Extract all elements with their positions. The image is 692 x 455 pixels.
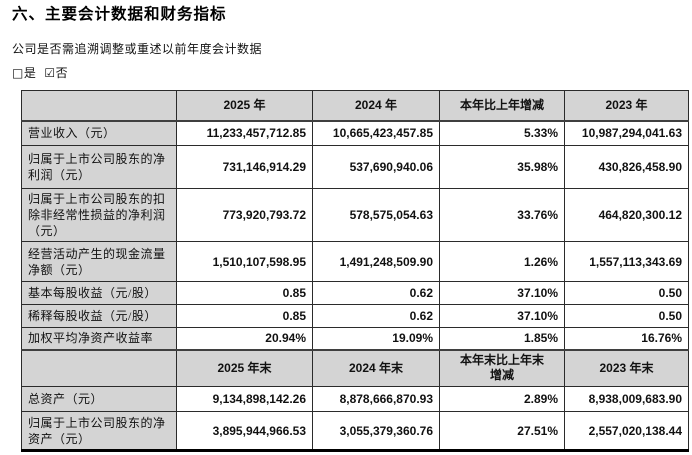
header-yoy-change-label: 本年比上年增减 <box>459 98 544 113</box>
basic-eps-change: 37.10% <box>439 281 565 305</box>
total-assets-change: 2.89% <box>439 386 565 412</box>
table-row-deducted-net-profit: 归属于上市公司股东的扣除非经常性损益的净利润（元） 773,920,793.72… <box>21 188 689 242</box>
basic-eps-2023: 0.50 <box>564 281 689 305</box>
net-profit-2024: 537,690,940.06 <box>312 145 440 189</box>
header-year-end-2025: 2025 年末 <box>176 349 313 387</box>
deducted-net-profit-change: 33.76% <box>439 188 565 242</box>
header-year-2023-label: 2023 年 <box>605 98 648 113</box>
weighted-avg-roe-change: 1.85% <box>439 327 565 351</box>
net-profit-2023: 430,826,458.90 <box>564 145 689 189</box>
table-row-operating-cash-flow: 经营活动产生的现金流量净额（元） 1,510,107,598.95 1,491,… <box>21 241 689 282</box>
revenue-2023: 10,987,294,041.63 <box>564 120 689 146</box>
row-label-diluted-eps: 稀释每股收益（元/股） <box>21 304 177 328</box>
restatement-question: 公司是否需追溯调整或重述以前年度会计数据 <box>12 42 263 56</box>
operating-cash-flow-2023: 1,557,113,343.69 <box>564 241 689 282</box>
header2-blank-cell <box>21 349 177 387</box>
row-label-revenue: 营业收入（元） <box>21 120 177 146</box>
net-profit-2025: 731,146,914.29 <box>176 145 313 189</box>
header-year-2023: 2023 年 <box>564 90 689 122</box>
table-row-diluted-eps: 稀释每股收益（元/股） 0.85 0.62 37.10% 0.50 <box>21 304 689 328</box>
row-label-weighted-avg-roe: 加权平均净资产收益率 <box>21 327 177 351</box>
header-year-2025: 2025 年 <box>176 90 313 122</box>
basic-eps-2025: 0.85 <box>176 281 313 305</box>
table-row-revenue: 营业收入（元） 11,233,457,712.85 10,665,423,457… <box>21 120 689 146</box>
total-assets-2025: 9,134,898,142.26 <box>176 386 313 412</box>
row-label-deducted-net-profit: 归属于上市公司股东的扣除非经常性损益的净利润（元） <box>21 188 177 242</box>
revenue-change: 5.33% <box>439 120 565 146</box>
header-year-2024: 2024 年 <box>312 90 440 122</box>
header-year-end-2023-label: 2023 年末 <box>599 361 654 376</box>
revenue-2025: 11,233,457,712.85 <box>176 120 313 146</box>
header-year-end-2024-label: 2024 年末 <box>348 361 404 376</box>
header-year-end-2024: 2024 年末 <box>312 349 440 387</box>
operating-cash-flow-change: 1.26% <box>439 241 565 282</box>
row-label-total-assets: 总资产（元） <box>21 386 177 412</box>
table-header-row-period-end: 2025 年末 2024 年末 本年末比上年末增减 2023 年末 <box>21 349 689 387</box>
diluted-eps-2024: 0.62 <box>312 304 440 328</box>
row-label-net-profit: 归属于上市公司股东的净利润（元） <box>21 145 177 189</box>
row-label-net-assets: 归属于上市公司股东的净资产（元） <box>21 411 177 452</box>
table-row-basic-eps: 基本每股收益（元/股） 0.85 0.62 37.10% 0.50 <box>21 281 689 305</box>
revenue-2024: 10,665,423,457.85 <box>312 120 440 146</box>
net-profit-change: 35.98% <box>439 145 565 189</box>
net-assets-2024: 3,055,379,360.76 <box>312 411 440 452</box>
header-blank-cell <box>21 90 177 122</box>
option-no-label: 否 <box>55 66 69 80</box>
section-title: 六、主要会计数据和财务指标 <box>12 6 227 23</box>
header-year-end-2023: 2023 年末 <box>564 349 689 387</box>
row-label-basic-eps: 基本每股收益（元/股） <box>21 281 177 305</box>
weighted-avg-roe-2024: 19.09% <box>312 327 440 351</box>
checkbox-checked-icon: ☑ <box>44 66 56 80</box>
net-assets-2023: 2,557,020,138.44 <box>564 411 689 452</box>
header-year-end-change: 本年末比上年末增减 <box>439 349 565 387</box>
table-row-weighted-avg-roe: 加权平均净资产收益率 20.94% 19.09% 1.85% 16.76% <box>21 327 689 351</box>
operating-cash-flow-2025: 1,510,107,598.95 <box>176 241 313 282</box>
financial-indicators-table: 2025 年 2024 年 本年比上年增减 2023 年 营业收入（元） 11,… <box>21 90 689 452</box>
header-year-2024-label: 2024 年 <box>354 98 398 113</box>
basic-eps-2024: 0.62 <box>312 281 440 305</box>
header-year-2025-label: 2025 年 <box>223 98 266 113</box>
diluted-eps-2023: 0.50 <box>564 304 689 328</box>
deducted-net-profit-2024: 578,575,054.63 <box>312 188 440 242</box>
diluted-eps-change: 37.10% <box>439 304 565 328</box>
table-header-row-annual: 2025 年 2024 年 本年比上年增减 2023 年 <box>21 90 689 122</box>
table-row-net-assets: 归属于上市公司股东的净资产（元） 3,895,944,966.53 3,055,… <box>21 411 689 452</box>
weighted-avg-roe-2023: 16.76% <box>564 327 689 351</box>
option-yes-label: 是 <box>23 66 37 80</box>
checkbox-unchecked-icon: □ <box>12 66 24 80</box>
table-row-total-assets: 总资产（元） 9,134,898,142.26 8,878,666,870.93… <box>21 386 689 412</box>
restatement-options: □是 ☑否 <box>12 65 692 81</box>
header-year-end-change-label: 本年末比上年末增减 <box>459 353 544 383</box>
operating-cash-flow-2024: 1,491,248,509.90 <box>312 241 440 282</box>
net-assets-change: 27.51% <box>439 411 565 452</box>
deducted-net-profit-2025: 773,920,793.72 <box>176 188 313 242</box>
weighted-avg-roe-2025: 20.94% <box>176 327 313 351</box>
net-assets-2025: 3,895,944,966.53 <box>176 411 313 452</box>
row-label-operating-cash-flow: 经营活动产生的现金流量净额（元） <box>21 241 177 282</box>
total-assets-2023: 8,938,009,683.90 <box>564 386 689 412</box>
total-assets-2024: 8,878,666,870.93 <box>312 386 440 412</box>
header-yoy-change: 本年比上年增减 <box>439 90 565 122</box>
header-year-end-2025-label: 2025 年末 <box>217 361 272 376</box>
deducted-net-profit-2023: 464,820,300.12 <box>564 188 689 242</box>
diluted-eps-2025: 0.85 <box>176 304 313 328</box>
table-row-net-profit: 归属于上市公司股东的净利润（元） 731,146,914.29 537,690,… <box>21 145 689 189</box>
